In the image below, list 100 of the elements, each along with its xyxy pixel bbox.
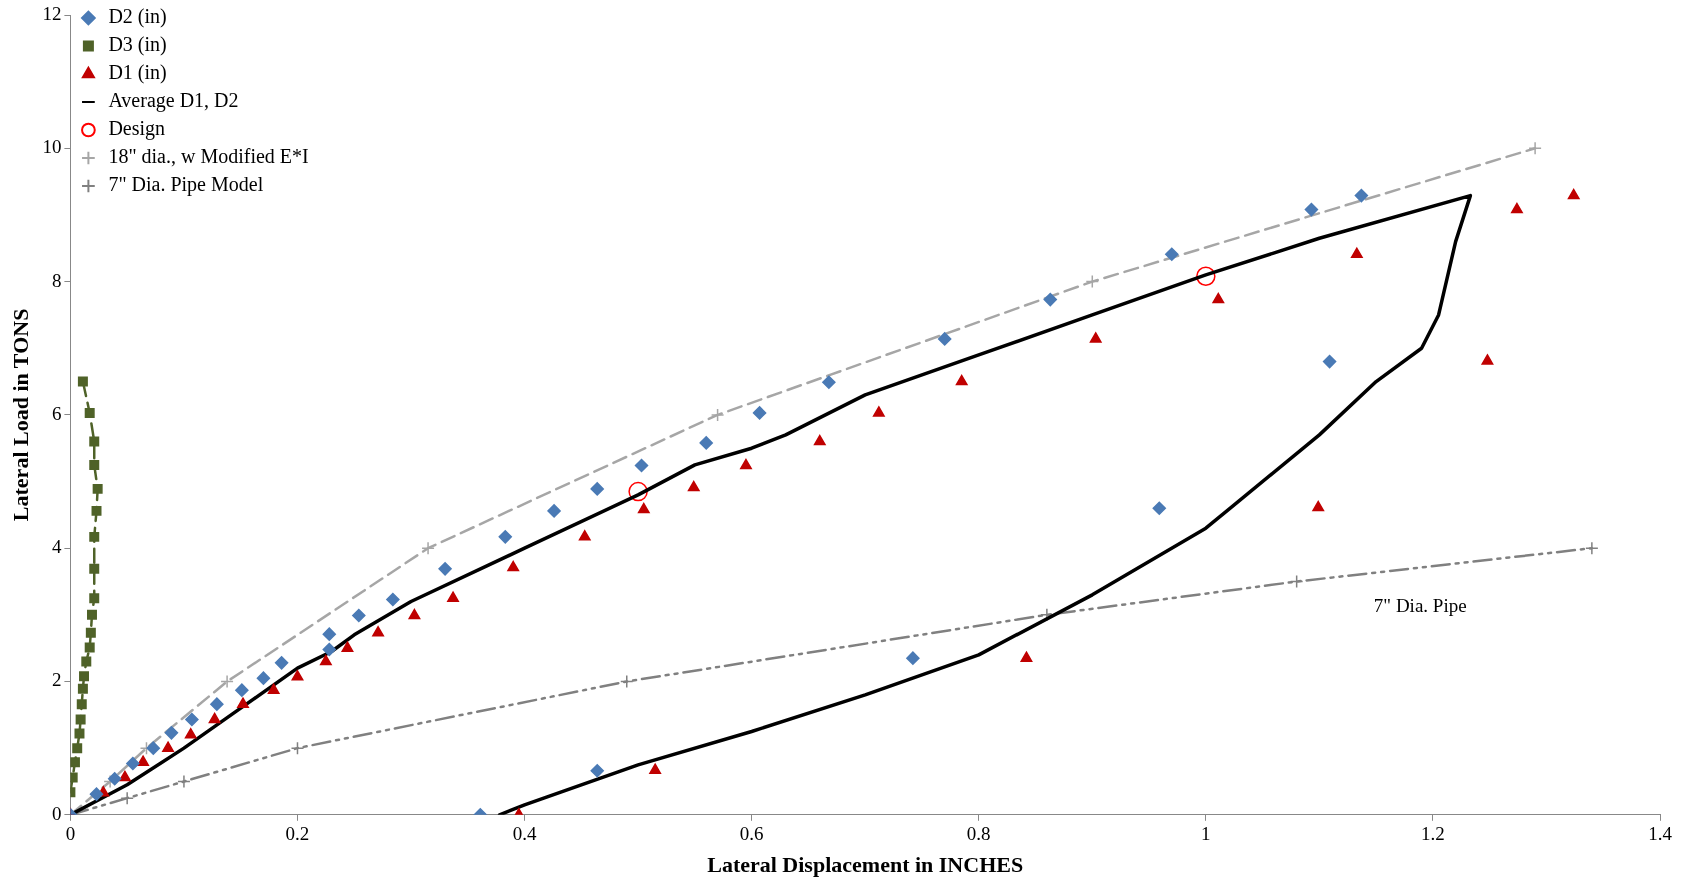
point	[710, 408, 725, 422]
point	[274, 656, 289, 670]
point	[79, 671, 90, 682]
point	[372, 626, 385, 637]
point	[1196, 266, 1216, 287]
x-tick-label: 1	[1201, 823, 1211, 845]
x-tick-label: 0.6	[739, 823, 764, 845]
point	[1528, 141, 1542, 156]
point	[89, 563, 100, 574]
point	[547, 504, 561, 518]
point	[1085, 274, 1100, 289]
point	[1043, 292, 1058, 307]
point	[578, 530, 591, 541]
point	[1510, 202, 1523, 214]
point	[319, 654, 332, 666]
x-tick-label: 1.4	[1648, 823, 1673, 845]
point	[1089, 332, 1102, 343]
point	[70, 757, 80, 768]
point	[590, 764, 604, 778]
legend-label: D3 (in)	[108, 33, 167, 57]
point	[1212, 292, 1225, 304]
point	[85, 627, 96, 638]
point	[91, 505, 102, 516]
point	[322, 627, 337, 641]
point	[177, 774, 191, 789]
point	[752, 406, 767, 420]
x-axis-title: Lateral Displacement in INCHES	[707, 852, 1024, 878]
point	[1152, 501, 1167, 515]
y-tick-label: 8	[51, 269, 62, 291]
point	[89, 531, 100, 542]
point	[1020, 651, 1033, 662]
point	[955, 374, 968, 386]
point	[146, 741, 161, 755]
point	[77, 376, 88, 387]
x-tick-label: 0	[65, 823, 76, 845]
legend-label: 7" Dia. Pipe Model	[108, 173, 264, 197]
point	[620, 674, 634, 689]
point	[1322, 354, 1337, 369]
point	[1481, 354, 1494, 365]
legend-label: D1 (in)	[108, 61, 167, 85]
x-tick-label: 1.2	[1421, 823, 1445, 845]
point	[699, 436, 713, 450]
point	[256, 671, 271, 685]
legend-label: Average D1, D2	[108, 89, 239, 113]
point	[687, 480, 700, 492]
point	[1354, 188, 1369, 203]
point	[740, 458, 752, 470]
point	[341, 641, 354, 652]
point	[120, 791, 134, 805]
point	[822, 375, 836, 389]
y-tick-label: 10	[42, 136, 62, 158]
point	[237, 697, 249, 708]
point	[137, 755, 150, 766]
point	[634, 458, 649, 473]
point	[1165, 247, 1179, 262]
point	[872, 406, 885, 417]
point	[184, 728, 197, 739]
point	[322, 642, 337, 657]
y-tick-label: 12	[42, 2, 62, 24]
point	[507, 560, 520, 572]
y-tick-label: 2	[51, 669, 62, 691]
y-tick-label: 0	[51, 802, 62, 824]
y-tick-label: 4	[51, 536, 62, 558]
point	[208, 712, 221, 724]
point	[107, 772, 122, 786]
point	[220, 674, 234, 689]
point	[590, 482, 604, 496]
y-axis-title: Lateral Load in TONS	[7, 308, 33, 522]
point	[813, 434, 826, 446]
point	[89, 593, 100, 604]
legend-label: 18" dia., w Modified E*I	[108, 145, 309, 168]
point	[77, 683, 88, 694]
point	[81, 656, 92, 667]
point	[118, 770, 131, 782]
point	[421, 541, 435, 555]
legend-label: Design	[108, 117, 166, 141]
point	[235, 683, 249, 697]
x-tick-label: 0.8	[966, 823, 991, 845]
point	[267, 683, 280, 694]
point	[164, 726, 179, 740]
point	[75, 714, 86, 725]
point	[438, 562, 452, 576]
point	[74, 728, 85, 739]
point	[89, 436, 100, 447]
point	[185, 712, 199, 727]
point	[210, 697, 224, 711]
point	[1585, 541, 1599, 555]
legend-label: D2 (in)	[108, 5, 167, 29]
point	[126, 756, 140, 771]
point	[291, 670, 304, 681]
y-tick-label: 6	[51, 402, 62, 424]
point	[89, 787, 104, 801]
point	[1304, 202, 1319, 217]
point	[162, 741, 174, 752]
annotation: 7" Dia. Pipe	[1373, 594, 1467, 616]
point	[1289, 574, 1304, 589]
point	[637, 502, 650, 514]
point	[86, 609, 97, 620]
point	[498, 530, 513, 544]
point	[628, 481, 648, 502]
